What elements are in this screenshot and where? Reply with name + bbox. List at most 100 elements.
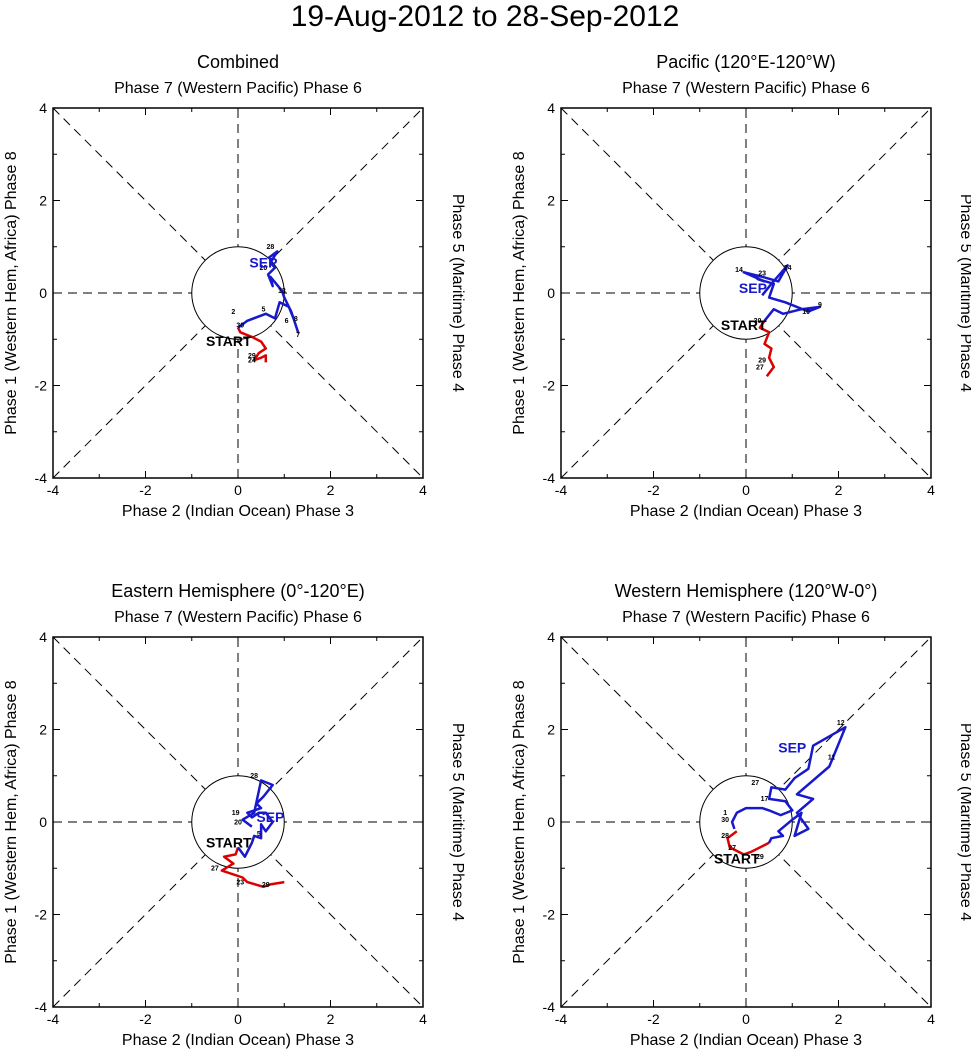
panel-pacific-day-label: 29: [758, 357, 766, 364]
panel-combined-y-tick-label: -4: [35, 470, 48, 486]
panel-combined-right-axis-label: Phase 5 (Maritime) Phase 4: [449, 194, 466, 392]
panel-eastern-hemisphere-sep-trajectory: [236, 779, 274, 858]
panel-pacific-x-tick-label: 0: [742, 482, 750, 498]
panel-western-hemisphere-bottom-axis-label: Phase 2 (Indian Ocean) Phase 3: [630, 1032, 862, 1049]
panel-combined-y-tick-label: 2: [39, 193, 47, 209]
panel-combined-x-tick-label: -2: [139, 482, 152, 498]
panel-western-hemisphere-x-tick-label: 4: [927, 1011, 935, 1027]
panel-combined-sep-trajectory: [237, 250, 300, 334]
panel-western-hemisphere-day-label: 11: [828, 755, 836, 762]
panel-eastern-hemisphere-day-label: 29: [262, 882, 270, 889]
figure-title: 19-Aug-2012 to 28-Sep-2012: [291, 0, 680, 33]
panel-combined-left-axis-label: Phase 1 (Western Hem, Africa) Phase 8: [3, 151, 20, 434]
panel-eastern-hemisphere-day-label: 28: [250, 773, 258, 780]
panel-western-hemisphere-day-label: 27: [728, 845, 736, 852]
panel-combined-day-label: 24: [248, 357, 256, 364]
panel-combined-y-tick-label: 4: [39, 100, 47, 116]
panel-combined-day-label: 5: [261, 307, 265, 314]
panel-pacific-bottom-axis-label: Phase 2 (Indian Ocean) Phase 3: [630, 503, 862, 520]
panel-eastern-hemisphere-day-label: 20: [234, 819, 242, 826]
panel-combined-day-label: 8: [294, 316, 298, 323]
panel-western-hemisphere-x-tick-label: 2: [835, 1011, 843, 1027]
panel-combined-aug-trajectory: [236, 327, 268, 363]
panel-pacific-left-axis-label: Phase 1 (Western Hem, Africa) Phase 8: [511, 151, 528, 434]
panel-combined: Combined Phase 7 (Western Pacific) Phase …: [3, 52, 466, 520]
panel-western-hemisphere-y-tick-label: 2: [547, 722, 555, 738]
panel-pacific-day-label: 14: [735, 267, 743, 274]
panel-eastern-hemisphere-x-tick-label: 0: [234, 1011, 242, 1027]
panel-pacific-day-label: 24: [784, 265, 792, 272]
panel-western-hemisphere-day-label: 17: [761, 796, 769, 803]
panel-eastern-hemisphere-x-tick-label: 2: [327, 1011, 335, 1027]
panel-eastern-hemisphere-month-marker: SEP: [256, 809, 284, 825]
panel-eastern-hemisphere-x-tick-label: -2: [139, 1011, 152, 1027]
panel-combined-x-tick-label: 4: [419, 482, 427, 498]
panel-western-hemisphere-day-label: 27: [751, 780, 759, 787]
panel-western-hemisphere-day-label: 28: [721, 833, 729, 840]
panel-combined-x-tick-label: -4: [47, 482, 60, 498]
panel-eastern-hemisphere-top-axis-label: Phase 7 (Western Pacific) Phase 6: [114, 609, 362, 626]
panel-eastern-hemisphere-x-tick-label: -4: [47, 1011, 60, 1027]
panel-eastern-hemisphere-y-tick-label: -4: [35, 999, 48, 1015]
panel-western-hemisphere-start-marker: START: [714, 851, 760, 867]
panel-eastern-hemisphere-aug-trajectory: [220, 847, 285, 889]
panel-eastern-hemisphere-day-label: 19: [232, 810, 240, 817]
panel-eastern-hemisphere-y-tick-label: 4: [39, 629, 47, 645]
panel-combined-bottom-axis-label: Phase 2 (Indian Ocean) Phase 3: [122, 503, 354, 520]
panel-western-hemisphere-day-label: 29: [756, 854, 764, 861]
panel-eastern-hemisphere-y-tick-label: 2: [39, 722, 47, 738]
panel-pacific-day-label: 9: [818, 302, 822, 309]
panel-western-hemisphere-aug-trajectory: [726, 830, 770, 856]
panel-pacific-top-axis-label: Phase 7 (Western Pacific) Phase 6: [622, 80, 870, 97]
panel-combined-day-label: 20: [260, 265, 268, 272]
panel-western-hemisphere-sep-trajectory: [730, 725, 847, 844]
panel-combined-day-label: 7: [296, 332, 300, 339]
panel-pacific-day-label: 27: [756, 364, 764, 371]
panel-combined-y-tick-label: -2: [35, 378, 48, 394]
panel-western-hemisphere: Western Hemisphere (120°W-0°) Phase 7 (We…: [511, 581, 971, 1049]
panel-eastern-hemisphere-start-marker: START: [206, 834, 252, 850]
panel-eastern-hemisphere-day-label: 5: [257, 831, 261, 838]
panel-combined-day-label: 28: [266, 244, 274, 251]
panel-pacific-x-tick-label: -4: [555, 482, 568, 498]
panel-western-hemisphere-y-tick-label: 0: [547, 814, 555, 830]
panel-combined-day-label: 2: [231, 309, 235, 316]
panel-eastern-hemisphere-x-tick-label: 4: [419, 1011, 427, 1027]
panel-eastern-hemisphere-right-axis-label: Phase 5 (Maritime) Phase 4: [449, 723, 466, 921]
panel-pacific-y-tick-label: -2: [543, 378, 556, 394]
panel-western-hemisphere-title: Western Hemisphere (120°W-0°): [615, 581, 878, 601]
panel-western-hemisphere-day-label: 1: [723, 810, 727, 817]
panel-western-hemisphere-x-tick-label: -2: [647, 1011, 660, 1027]
panel-combined-x-tick-label: 0: [234, 482, 242, 498]
panel-western-hemisphere-y-tick-label: 4: [547, 629, 555, 645]
panel-western-hemisphere-y-tick-label: -4: [543, 999, 556, 1015]
panel-western-hemisphere-x-tick-label: -4: [555, 1011, 568, 1027]
panel-western-hemisphere-top-axis-label: Phase 7 (Western Pacific) Phase 6: [622, 609, 870, 626]
panel-combined-x-tick-label: 2: [327, 482, 335, 498]
panel-pacific-title: Pacific (120°E-120°W): [656, 52, 835, 72]
panel-pacific-aug-trajectory: [758, 320, 776, 378]
panel-pacific-day-label: 10: [802, 309, 810, 316]
panel-western-hemisphere-month-marker: SEP: [778, 740, 806, 756]
panel-western-hemisphere-right-axis-label: Phase 5 (Maritime) Phase 4: [957, 723, 971, 921]
panel-pacific-right-axis-label: Phase 5 (Maritime) Phase 4: [957, 194, 971, 392]
panel-pacific-start-marker: START: [721, 317, 767, 333]
panel-combined-title: Combined: [197, 52, 279, 72]
panel-eastern-hemisphere-y-tick-label: -2: [35, 907, 48, 923]
panel-pacific-x-tick-label: 4: [927, 482, 935, 498]
panel-pacific-y-tick-label: 4: [547, 100, 555, 116]
panel-combined-start-marker: START: [206, 333, 252, 349]
panel-combined-day-label: 29: [248, 353, 256, 360]
panel-pacific-sep-trajectory: [742, 264, 822, 322]
panel-western-hemisphere-y-tick-label: -2: [543, 907, 556, 923]
panel-combined-top-axis-label: Phase 7 (Western Pacific) Phase 6: [114, 80, 362, 97]
panel-combined-day-label: 30: [236, 323, 244, 330]
panel-eastern-hemisphere-y-tick-label: 0: [39, 814, 47, 830]
panel-pacific-y-tick-label: 0: [547, 285, 555, 301]
panel-eastern-hemisphere: Eastern Hemisphere (0°-120°E) Phase 7 (We…: [3, 581, 466, 1049]
panel-pacific-x-tick-label: -2: [647, 482, 660, 498]
panel-pacific-month-marker: SEP: [739, 280, 767, 296]
panel-pacific: Pacific (120°E-120°W) Phase 7 (Western Pa…: [511, 52, 971, 520]
panel-pacific-y-tick-label: -4: [543, 470, 556, 486]
